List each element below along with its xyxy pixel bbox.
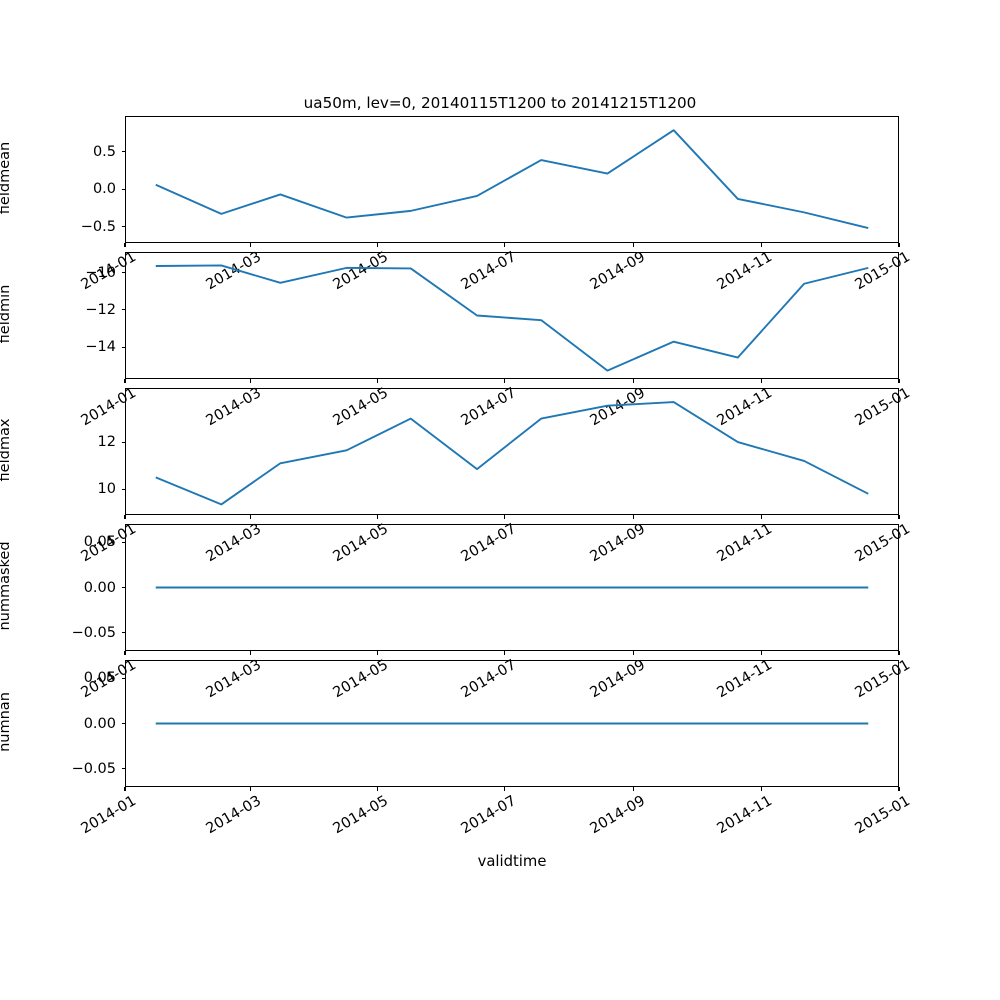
y-tick-label: 0.00	[83, 715, 116, 732]
y-tick-mark	[121, 677, 125, 679]
y-tick-label: −0.5	[80, 218, 116, 235]
x-tick-mark	[504, 787, 506, 791]
figure-title: ua50m, lev=0, 20140115T1200 to 20141215T…	[303, 94, 697, 112]
x-tick-mark	[760, 515, 762, 519]
y-axis-label-nummasked: nummasked	[0, 540, 13, 631]
x-tick-mark	[898, 787, 900, 791]
plot-panel-fieldmax	[125, 388, 899, 515]
x-tick-mark	[760, 651, 762, 655]
x-tick-mark	[124, 243, 126, 247]
x-tick-mark	[249, 787, 251, 791]
y-axis-label-numnan: numnan	[0, 691, 13, 752]
x-tick-mark	[898, 515, 900, 519]
y-tick-mark	[121, 541, 125, 543]
y-tick-label: −14	[85, 339, 116, 356]
x-tick-mark	[760, 379, 762, 383]
y-tick-label: 0.00	[83, 579, 116, 596]
x-tick-mark	[898, 379, 900, 383]
y-tick-mark	[121, 632, 125, 634]
y-tick-label: 12	[97, 434, 116, 451]
plot-panel-fieldmin	[125, 252, 899, 379]
y-tick-mark	[121, 441, 125, 443]
y-tick-label: −12	[85, 301, 116, 318]
x-tick-mark	[898, 243, 900, 247]
y-tick-mark	[121, 768, 125, 770]
y-tick-mark	[121, 271, 125, 274]
y-tick-mark	[121, 586, 125, 589]
y-tick-label: 0.05	[83, 670, 116, 687]
y-axis-label-fieldmin: fieldmin	[0, 284, 13, 343]
x-tick-mark	[504, 515, 506, 519]
y-tick-label: 0.05	[83, 534, 116, 551]
plot-panel-numnan	[125, 660, 899, 787]
x-tick-mark	[376, 651, 378, 655]
x-tick-mark	[376, 379, 378, 383]
y-axis-label-fieldmax: fieldmax	[0, 418, 13, 481]
x-tick-mark	[760, 243, 762, 247]
x-tick-mark	[504, 379, 506, 383]
x-tick-mark	[633, 515, 635, 519]
x-tick-mark	[633, 787, 635, 791]
y-tick-label: 0.0	[92, 181, 116, 198]
x-tick-mark	[376, 787, 378, 791]
y-tick-label: −10	[85, 264, 116, 281]
x-tick-mark	[124, 379, 126, 383]
x-tick-mark	[760, 787, 762, 791]
y-tick-label: 0.5	[92, 143, 116, 160]
x-tick-mark	[504, 651, 506, 655]
x-axis-label: validtime	[477, 853, 547, 870]
x-tick-mark	[504, 243, 506, 247]
x-tick-mark	[633, 379, 635, 383]
x-tick-mark	[376, 515, 378, 519]
x-tick-mark	[124, 651, 126, 655]
y-tick-mark	[121, 188, 125, 190]
y-tick-mark	[121, 309, 125, 311]
x-tick-mark	[633, 243, 635, 247]
x-tick-mark	[249, 515, 251, 519]
y-tick-label: −0.05	[71, 760, 116, 777]
x-tick-mark	[633, 651, 635, 655]
x-tick-mark	[124, 515, 126, 519]
x-tick-mark	[249, 651, 251, 655]
plot-panel-nummasked	[125, 524, 899, 651]
y-tick-label: 10	[97, 481, 116, 498]
y-tick-label: −0.05	[71, 624, 116, 641]
y-tick-mark	[121, 151, 125, 153]
y-axis-label-fieldmean: fieldmean	[0, 141, 13, 214]
y-tick-mark	[121, 226, 125, 228]
plot-panel-fieldmean	[125, 116, 899, 243]
y-tick-mark	[121, 722, 125, 725]
x-tick-mark	[249, 243, 251, 247]
y-tick-mark	[121, 488, 125, 490]
x-tick-mark	[898, 651, 900, 655]
x-tick-mark	[124, 787, 126, 791]
x-tick-mark	[249, 379, 251, 383]
y-tick-mark	[121, 346, 125, 348]
x-tick-mark	[376, 243, 378, 247]
